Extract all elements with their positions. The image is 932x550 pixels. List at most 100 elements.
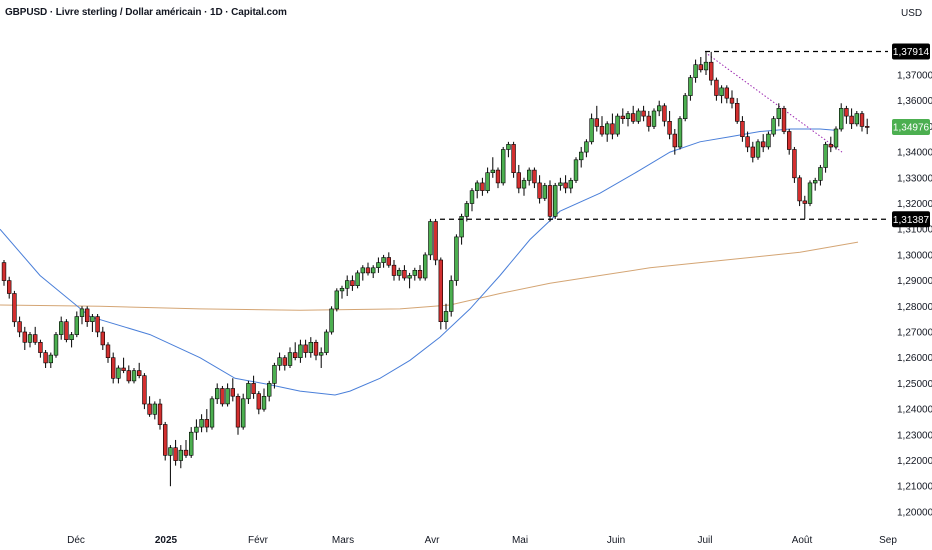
candle [771, 116, 776, 137]
candle [370, 265, 376, 279]
candle [724, 85, 730, 104]
x-tick-label: Avr [425, 535, 440, 546]
candle [329, 306, 334, 335]
y-tick-label: 1,30000 [897, 250, 932, 261]
price-label: 1,34976 [892, 119, 930, 135]
candle [163, 421, 168, 461]
x-tick-label: Juil [697, 535, 712, 546]
candle [422, 252, 428, 281]
candle [594, 105, 600, 132]
candle [272, 362, 277, 389]
candle [490, 157, 495, 178]
candle [552, 182, 558, 219]
y-tick-label: 1,33000 [897, 173, 932, 184]
candle [506, 141, 511, 158]
candle [651, 108, 657, 129]
candle [714, 77, 719, 101]
candle [287, 347, 293, 368]
candle [256, 391, 261, 415]
candle [147, 396, 152, 417]
y-tick-label: 1,37000 [897, 71, 932, 82]
candle [277, 352, 282, 371]
candle [537, 175, 542, 204]
candle [152, 401, 157, 420]
y-tick-label: 1,24000 [897, 405, 932, 416]
candle [589, 113, 594, 145]
candle [438, 257, 443, 330]
candle [667, 110, 672, 140]
moving-average-slow-line [0, 241, 859, 311]
candle [474, 180, 480, 199]
candle [792, 146, 797, 183]
candle [194, 419, 199, 440]
candle [412, 267, 417, 281]
y-tick-label: 1,27000 [897, 328, 932, 339]
candle [433, 218, 438, 266]
candle [797, 175, 802, 207]
candle [745, 131, 750, 153]
candle [230, 378, 235, 402]
candle [189, 427, 194, 458]
candle [90, 314, 95, 332]
candle [662, 103, 667, 127]
candle [625, 110, 631, 127]
svg-text:1,37914: 1,37914 [893, 47, 930, 58]
candle [428, 218, 433, 261]
moving-average-fast-line [0, 128, 836, 396]
candle [464, 200, 469, 222]
candle [241, 393, 246, 430]
candle [251, 375, 256, 399]
candle [38, 339, 43, 358]
candle [121, 357, 126, 374]
candle [199, 414, 204, 433]
candle [344, 275, 350, 297]
candle [298, 339, 303, 363]
candle [142, 373, 147, 410]
y-tick-label: 1,36000 [897, 96, 932, 107]
y-tick-label: 1,21000 [897, 482, 932, 493]
candle [454, 234, 459, 286]
candle [558, 177, 563, 191]
candle [828, 136, 834, 153]
candle [95, 314, 100, 338]
x-tick-label: Mars [332, 535, 354, 546]
candle [844, 105, 849, 124]
candle [365, 262, 371, 276]
chart-title: GBPUSD · Livre sterling / Dollar américa… [5, 7, 287, 18]
candle [204, 409, 209, 433]
candle [43, 349, 48, 368]
candle [802, 195, 808, 219]
candle [459, 213, 464, 245]
candle [79, 306, 85, 325]
candle [27, 332, 33, 348]
candle [766, 131, 771, 150]
candle [849, 108, 854, 129]
candle [261, 388, 267, 412]
candle [74, 311, 80, 338]
y-tick-label: 1,34000 [897, 148, 932, 159]
candle [407, 272, 412, 289]
candle [126, 365, 132, 384]
candle [693, 59, 698, 83]
candle [573, 157, 579, 183]
candle [339, 285, 345, 299]
candle [17, 316, 22, 338]
candle [833, 126, 839, 150]
candle [495, 167, 501, 189]
y-tick-label: 1,23000 [897, 430, 932, 441]
candle [615, 113, 620, 137]
candle [584, 139, 589, 158]
candle [111, 352, 116, 384]
candle [443, 303, 449, 330]
candle [708, 51, 714, 86]
candle [220, 385, 225, 407]
candle [417, 265, 423, 281]
candle [22, 326, 27, 350]
y-tick-label: 1,32000 [897, 199, 932, 210]
candle [500, 146, 506, 186]
candle [209, 396, 215, 430]
candle [292, 342, 298, 361]
y-tick-label: 1,25000 [897, 379, 932, 390]
candle [578, 146, 584, 168]
